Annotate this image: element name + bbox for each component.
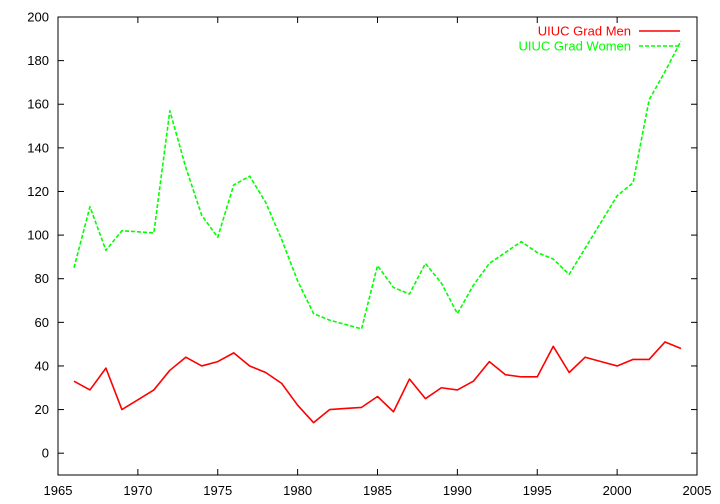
plot-frame [57, 16, 698, 476]
series-layer [73, 40, 682, 424]
y-tick-label: 0 [42, 446, 49, 461]
legend-label: UIUC Grad Men [538, 24, 631, 39]
y-tick-label: 60 [35, 315, 49, 330]
series-line-uiuc-grad-men [73, 341, 682, 424]
axis-ticks: 1965 1970 1975 1980 1985 1990 1995 2000 2005 0 20 4… [27, 10, 711, 499]
y-tick-label: 160 [27, 97, 49, 112]
x-tick-label: 1980 [283, 483, 312, 498]
x-tick-label: 1990 [443, 483, 472, 498]
y-tick-label: 140 [27, 140, 49, 155]
y-tick-label: 20 [35, 402, 49, 417]
x-tick-label: 2005 [683, 483, 712, 498]
x-tick-label: 1985 [363, 483, 392, 498]
y-tick-label: 200 [27, 10, 49, 25]
y-tick-label: 120 [27, 184, 49, 199]
y-tick-label: 80 [35, 271, 49, 286]
x-tick-label: 1975 [203, 483, 232, 498]
y-tick-label: 100 [27, 228, 49, 243]
x-tick-label: 1995 [523, 483, 552, 498]
legend-label: UIUC Grad Women [519, 39, 631, 54]
y-tick-label: 180 [27, 53, 49, 68]
x-tick-label: 1970 [123, 483, 152, 498]
x-tick-label: 2000 [603, 483, 632, 498]
x-tick-label: 1965 [44, 483, 73, 498]
series-line-uiuc-grad-women [73, 40, 682, 330]
y-tick-label: 40 [35, 358, 49, 373]
